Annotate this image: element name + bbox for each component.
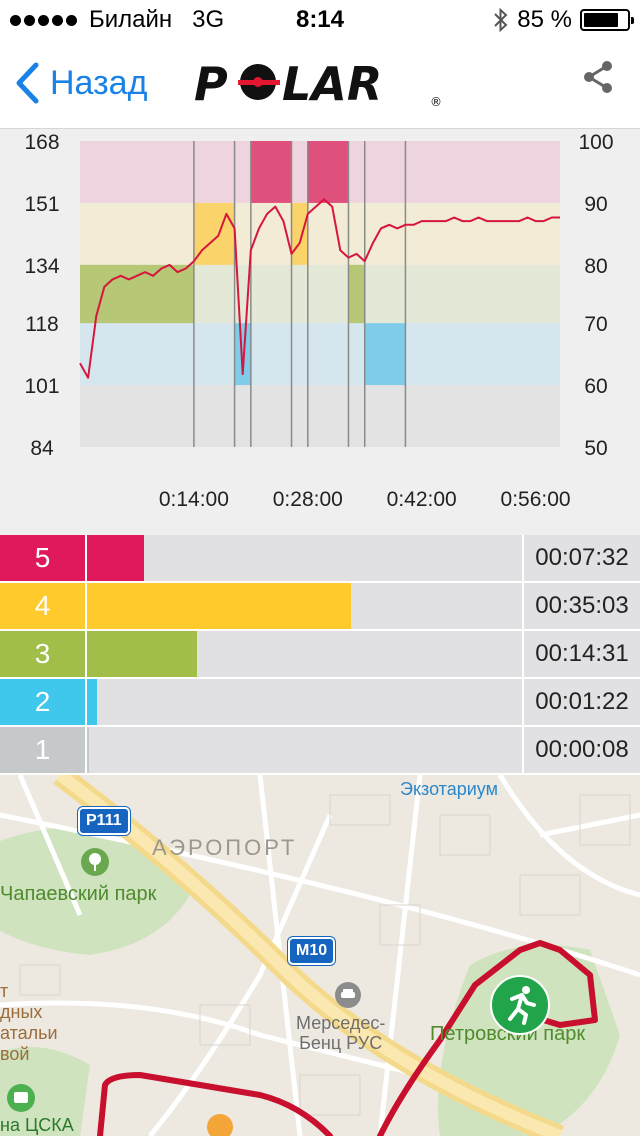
y-tick-right: 60 — [584, 375, 607, 398]
heart-rate-chart: 168 100 151 90 134 80 118 70 101 60 84 50 0:14:00 0:2… — [0, 129, 640, 535]
map-label-ekzotarium: Экзотариум — [400, 779, 498, 799]
bluetooth-icon — [494, 7, 508, 33]
zone-time: 00:14:31 — [522, 631, 640, 677]
status-right: 85 % — [493, 6, 634, 34]
carrier-name: Билайн — [89, 6, 173, 33]
y-tick-right: 50 — [584, 437, 607, 460]
active-zone-block — [307, 141, 349, 203]
share-icon — [584, 61, 612, 93]
y-tick-left: 118 — [25, 313, 58, 336]
zone-row-4[interactable]: 4 00:35:03 — [0, 583, 640, 629]
y-tick-right: 90 — [584, 193, 607, 216]
x-tick: 0:28:00 — [273, 488, 343, 511]
metro-icon — [6, 1083, 36, 1118]
active-zone-block — [234, 323, 251, 386]
heart-rate-zones: 5 00:07:32 4 00:35:03 3 00:14:31 2 00:01… — [0, 535, 640, 775]
zone-bar — [87, 679, 98, 725]
back-button[interactable]: Назад — [14, 62, 147, 104]
map-label-cska: на ЦСКА — [0, 1115, 74, 1135]
zone-time: 00:00:08 — [522, 727, 640, 773]
running-start-icon[interactable] — [490, 975, 550, 1040]
heart-rate-chart-svg: 168 100 151 90 134 80 118 70 101 60 84 50 0:14:00 0:2… — [24, 131, 613, 511]
park-icon — [80, 847, 110, 882]
active-zone-block — [193, 202, 235, 265]
zone-time: 00:01:22 — [522, 679, 640, 725]
road-shield-m10: М10 — [288, 937, 336, 965]
signal-strength-icon — [10, 14, 77, 26]
map-label-petrovsky-park: Петровский парк — [430, 1023, 586, 1045]
x-tick: 0:42:00 — [387, 488, 457, 511]
zone-bar — [87, 727, 89, 773]
y-tick-left: 84 — [30, 437, 54, 460]
zone-band-4 — [80, 202, 560, 265]
y-tick-left: 134 — [24, 255, 59, 278]
y-tick-right: 100 — [578, 131, 613, 154]
map-label-mercedes: Мерседес- Бенц РУС — [296, 1013, 386, 1053]
x-tick: 0:56:00 — [501, 488, 571, 511]
zone-band-2 — [80, 323, 560, 386]
x-tick: 0:14:00 — [159, 488, 229, 511]
heart-rate-line — [79, 198, 560, 379]
status-left: Билайн 3G — [10, 6, 224, 34]
battery-percent: 85 % — [517, 6, 572, 33]
back-label: Назад — [50, 63, 148, 102]
zone-number: 5 — [0, 535, 85, 581]
chevron-left-icon — [16, 62, 39, 104]
route-map[interactable]: Р111 М10 Экзотариум АЭРОПОРТ Чапаевский … — [0, 775, 640, 1136]
share-button[interactable] — [582, 60, 614, 99]
battery-icon — [580, 9, 634, 31]
status-bar: Билайн 3G 8:14 85 % — [0, 0, 640, 42]
zone-number: 4 — [0, 583, 85, 629]
map-label-airport: АЭРОПОРТ — [152, 835, 298, 860]
polar-logo: P LAR ® — [194, 57, 450, 113]
road-shield-r111: Р111 — [78, 807, 130, 835]
svg-text:LAR: LAR — [282, 60, 382, 108]
svg-text:P: P — [194, 60, 228, 108]
active-zone-block — [80, 264, 194, 324]
map-label-chapaev-park: Чапаевский парк — [0, 883, 157, 905]
zone-number: 3 — [0, 631, 85, 677]
y-tick-right: 80 — [584, 255, 607, 278]
status-time: 8:14 — [295, 6, 345, 33]
zone-row-2[interactable]: 2 00:01:22 — [0, 679, 640, 725]
zone-row-3[interactable]: 3 00:14:31 — [0, 631, 640, 677]
map-canvas — [0, 775, 640, 1136]
registered-mark: ® — [430, 95, 442, 108]
car-icon — [334, 981, 362, 1014]
zone-time: 00:07:32 — [522, 535, 640, 581]
zone-row-5[interactable]: 5 00:07:32 — [0, 535, 640, 581]
zone-number: 1 — [0, 727, 85, 773]
y-tick-left: 168 — [24, 131, 59, 154]
active-zone-block — [348, 264, 365, 324]
network-type: 3G — [192, 6, 225, 33]
zone-bar — [87, 535, 144, 581]
zone-row-1[interactable]: 1 00:00:08 — [0, 727, 640, 773]
zone-time: 00:35:03 — [522, 583, 640, 629]
active-zone-block — [291, 202, 308, 265]
navigation-bar: Назад P LAR ® — [0, 42, 640, 129]
map-label-natalia: т дных атальи вой — [0, 981, 58, 1064]
shop-icon — [206, 1113, 234, 1136]
zone-band-1 — [80, 385, 560, 447]
route-path — [97, 940, 598, 1136]
y-tick-left: 101 — [24, 375, 59, 398]
zone-number: 2 — [0, 679, 85, 725]
active-zone-block — [250, 141, 292, 203]
zone-bar — [87, 631, 197, 677]
y-tick-left: 151 — [24, 193, 59, 216]
y-tick-right: 70 — [584, 313, 607, 336]
active-zone-block — [364, 323, 406, 386]
zone-bar — [87, 583, 352, 629]
